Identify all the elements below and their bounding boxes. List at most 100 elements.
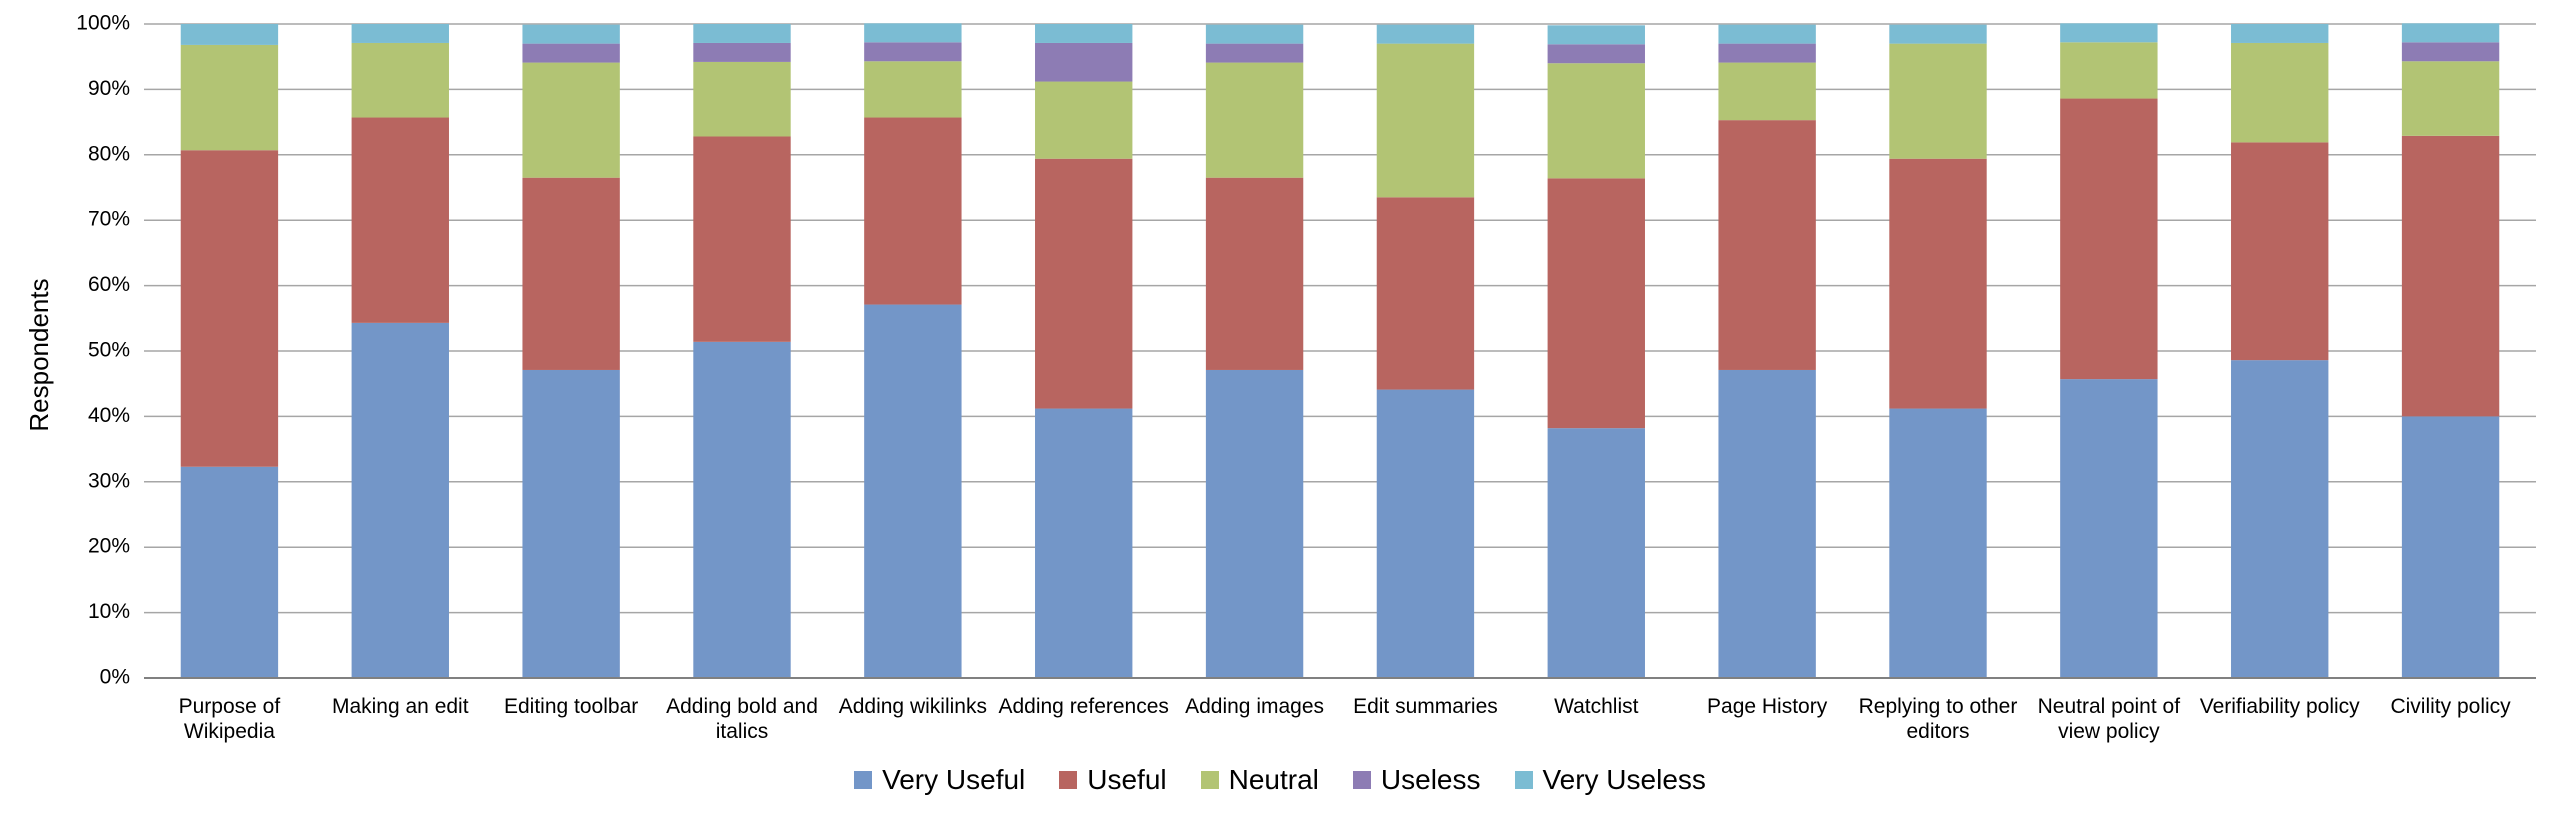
- legend-label: Very Useless: [1542, 764, 1706, 795]
- bar-segment: [1889, 408, 1987, 678]
- x-tick-label: Editing toolbar: [503, 695, 639, 718]
- bar-segment: [2060, 23, 2158, 43]
- y-tick-label: 50%: [88, 339, 130, 362]
- bar-segment: [1547, 428, 1645, 678]
- bar-segment: [180, 466, 279, 678]
- bar-segment: [1035, 158, 1133, 409]
- bar-segment: [693, 24, 791, 43]
- bar-segment: [1035, 81, 1133, 159]
- bar-segment: [1547, 178, 1645, 429]
- bar-segment: [1718, 62, 1816, 121]
- bar-segment: [1205, 369, 1304, 678]
- bar-segment: [1547, 63, 1645, 179]
- bar-segment: [1718, 24, 1816, 44]
- y-tick-label: 80%: [88, 142, 130, 165]
- bar-segment: [351, 24, 449, 43]
- x-tick-label: Civility policy: [2390, 695, 2511, 718]
- bar-segment: [2231, 142, 2329, 361]
- x-tick-label: Edit summaries: [1353, 695, 1498, 718]
- y-tick-label: 90%: [88, 77, 130, 100]
- legend-swatch: [1352, 771, 1371, 789]
- bar-segment: [2060, 42, 2158, 99]
- bar-segment: [180, 24, 279, 45]
- bar-segment: [351, 117, 449, 323]
- bar-segment: [2401, 416, 2500, 678]
- bar-segment: [1889, 24, 1987, 44]
- y-tick-label: 30%: [88, 469, 130, 492]
- bar-segment: [1205, 62, 1304, 178]
- bar-segment: [693, 61, 791, 137]
- bar-segment: [1376, 197, 1475, 390]
- x-tick-label: Adding wikilinks: [838, 695, 987, 718]
- bar-segment: [351, 322, 449, 678]
- y-tick-label: 40%: [88, 404, 130, 427]
- bar-segment: [2060, 98, 2158, 380]
- x-tick-label: Page History: [1707, 695, 1828, 718]
- x-tick-label: Purpose of Wikipedia: [178, 695, 281, 743]
- y-tick-label: 60%: [88, 273, 130, 296]
- legend-item: Neutral: [1200, 764, 1319, 796]
- bar-segment: [2231, 42, 2329, 143]
- y-axis-label: Respondents: [24, 278, 54, 431]
- bar-segment: [522, 62, 620, 178]
- x-tick-label: Adding references: [998, 695, 1169, 718]
- bar-segment: [1889, 43, 1987, 159]
- bar-segment: [1718, 43, 1816, 63]
- bar-segment: [693, 341, 791, 678]
- bar-segment: [1376, 389, 1475, 678]
- bar-segment: [1035, 24, 1133, 43]
- bar-segment: [1547, 44, 1645, 64]
- legend-swatch: [1514, 771, 1533, 789]
- x-tick-label: Replying to other editors: [1858, 695, 2018, 743]
- x-tick-label: Watchlist: [1554, 695, 1639, 718]
- bar-segment: [1035, 42, 1133, 82]
- legend-label: Very Useful: [882, 764, 1026, 795]
- legend-item: Very Useless: [1514, 764, 1706, 796]
- legend-label: Neutral: [1228, 764, 1319, 795]
- bar-segment: [2231, 24, 2329, 43]
- bar-segment: [2060, 379, 2158, 678]
- x-tick-label: Verifiability policy: [2199, 695, 2360, 718]
- bar-segment: [1547, 25, 1645, 45]
- bar-segment: [2401, 23, 2500, 43]
- bar-segment: [1376, 43, 1475, 198]
- bar-segment: [864, 117, 962, 305]
- legend-swatch: [1059, 771, 1078, 789]
- bar-segment: [180, 150, 279, 467]
- bar-segment: [1205, 24, 1304, 44]
- x-tick-label: Neutral point of view policy: [2037, 695, 2181, 743]
- bar-segment: [522, 369, 620, 678]
- bar-segment: [1889, 158, 1987, 409]
- legend-label: Useless: [1380, 764, 1481, 795]
- bar-segment: [864, 42, 962, 62]
- bar-segment: [1376, 24, 1475, 44]
- bar-segment: [864, 304, 962, 678]
- bar-segment: [522, 24, 620, 44]
- bar-segment: [522, 177, 620, 370]
- bar-segment: [864, 23, 962, 43]
- y-tick-label: 70%: [88, 208, 130, 231]
- y-tick-label: 20%: [88, 535, 130, 558]
- bar-segment: [1205, 177, 1304, 370]
- bar-segment: [2401, 42, 2500, 62]
- y-tick-label: 100%: [76, 12, 130, 35]
- bar-segment: [1205, 43, 1304, 63]
- x-tick-label: Making an edit: [331, 695, 469, 718]
- legend-item: Useful: [1059, 764, 1167, 796]
- y-tick-label: 0%: [100, 666, 130, 689]
- legend-item: Very Useful: [854, 764, 1025, 796]
- legend: Very Useful Useful Neutral Useless Very Usel…: [0, 764, 2560, 796]
- x-tick-label: Adding images: [1185, 695, 1325, 718]
- legend-item: Useless: [1352, 764, 1481, 796]
- x-tick-label: Adding bold and italics: [666, 695, 818, 743]
- bar-segment: [522, 43, 620, 63]
- bar-segment: [1718, 120, 1816, 370]
- y-tick-label: 10%: [88, 600, 130, 623]
- bar-segment: [1718, 369, 1816, 678]
- bar-segment: [693, 42, 791, 62]
- bar-segment: [2401, 61, 2500, 136]
- legend-swatch: [1200, 771, 1219, 789]
- bar-segment: [693, 136, 791, 342]
